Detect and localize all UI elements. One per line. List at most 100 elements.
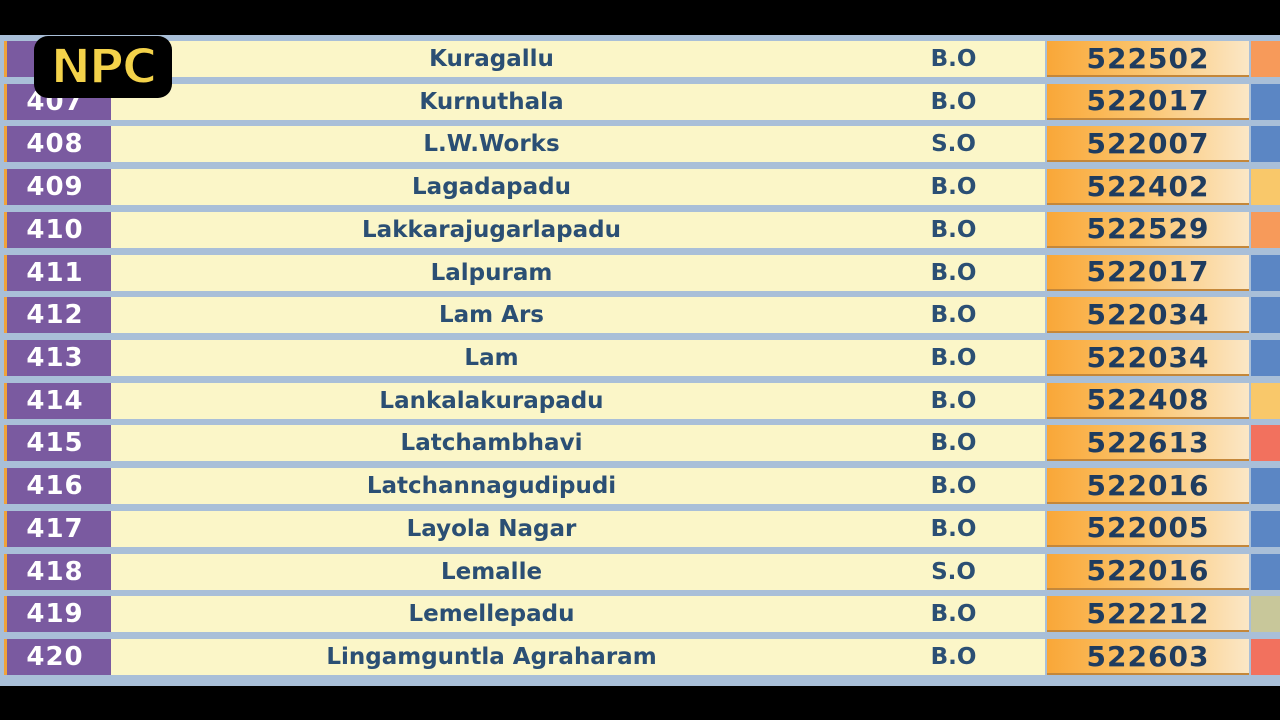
office-name-cell: Kurnuthala <box>111 83 872 120</box>
office-name-cell: Latchambhavi <box>111 425 872 462</box>
row-lead-marker <box>4 169 7 206</box>
office-name-cell: Lingamguntla Agraharam <box>111 639 872 676</box>
serial-number-cell: 414 <box>7 382 111 419</box>
serial-number-cell: 408 <box>7 126 111 163</box>
office-type-cell: B.O <box>872 211 1045 248</box>
office-name-cell: Lam <box>111 340 872 377</box>
row-lead-marker <box>4 639 7 676</box>
office-type-cell: B.O <box>872 596 1045 633</box>
table-row: 417 Layola Nagar B.O 522005 <box>0 510 1280 547</box>
office-name-cell: Lakkarajugarlapadu <box>111 211 872 248</box>
pincode-cell: 522017 <box>1047 254 1249 291</box>
table-row: 412 Lam Ars B.O 522034 <box>0 297 1280 334</box>
logo-text: NPC <box>50 38 159 96</box>
npc-logo: NPC <box>34 36 172 98</box>
row-accent-strip <box>1251 211 1280 248</box>
office-name-cell: Lam Ars <box>111 297 872 334</box>
row-lead-marker <box>4 83 7 120</box>
serial-number-cell: 419 <box>7 596 111 633</box>
pincode-cell: 522034 <box>1047 297 1249 334</box>
office-type-cell: B.O <box>872 254 1045 291</box>
pincode-cell: 522613 <box>1047 425 1249 462</box>
office-type-cell: B.O <box>872 468 1045 505</box>
office-type-cell: B.O <box>872 382 1045 419</box>
table-row: 416 Latchannagudipudi B.O 522016 <box>0 468 1280 505</box>
office-type-cell: B.O <box>872 510 1045 547</box>
table-row: 407 Kurnuthala B.O 522017 <box>0 83 1280 120</box>
row-accent-strip <box>1251 425 1280 462</box>
row-accent-strip <box>1251 553 1280 590</box>
row-accent-strip <box>1251 382 1280 419</box>
office-name-cell: Lemalle <box>111 553 872 590</box>
office-name-cell: Lalpuram <box>111 254 872 291</box>
pincode-cell: 522529 <box>1047 211 1249 248</box>
row-lead-marker <box>4 211 7 248</box>
office-type-cell: B.O <box>872 340 1045 377</box>
pincode-cell: 522402 <box>1047 169 1249 206</box>
serial-number-cell: 412 <box>7 297 111 334</box>
table-row: 409 Lagadapadu B.O 522402 <box>0 169 1280 206</box>
row-lead-marker <box>4 382 7 419</box>
office-name-cell: Layola Nagar <box>111 510 872 547</box>
table-row: 420 Lingamguntla Agraharam B.O 522603 <box>0 639 1280 676</box>
row-accent-strip <box>1251 254 1280 291</box>
office-name-cell: Lagadapadu <box>111 169 872 206</box>
row-lead-marker <box>4 468 7 505</box>
serial-number-cell: 409 <box>7 169 111 206</box>
serial-number-cell: 415 <box>7 425 111 462</box>
row-lead-marker <box>4 510 7 547</box>
pincode-cell: 522005 <box>1047 510 1249 547</box>
office-type-cell: B.O <box>872 639 1045 676</box>
table-row: Kuragallu B.O 522502 <box>0 41 1280 77</box>
pincode-cell: 522034 <box>1047 340 1249 377</box>
serial-number-cell: 411 <box>7 254 111 291</box>
row-lead-marker <box>4 126 7 163</box>
pincode-cell: 522408 <box>1047 382 1249 419</box>
serial-number-cell: 410 <box>7 211 111 248</box>
serial-number-cell: 417 <box>7 510 111 547</box>
row-lead-marker <box>4 297 7 334</box>
table-row: 419 Lemellepadu B.O 522212 <box>0 596 1280 633</box>
office-type-cell: B.O <box>872 425 1045 462</box>
office-type-cell: B.O <box>872 169 1045 206</box>
office-type-cell: S.O <box>872 126 1045 163</box>
pincode-cell: 522016 <box>1047 468 1249 505</box>
pincode-cell: 522017 <box>1047 83 1249 120</box>
pincode-cell: 522007 <box>1047 126 1249 163</box>
row-accent-strip <box>1251 639 1280 676</box>
post-office-table: Kuragallu B.O 522502 407 Kurnuthala B.O 522017… <box>0 35 1280 686</box>
row-accent-strip <box>1251 83 1280 120</box>
row-accent-strip <box>1251 41 1280 77</box>
table-row: 411 Lalpuram B.O 522017 <box>0 254 1280 291</box>
row-lead-marker <box>4 254 7 291</box>
table-row: 415 Latchambhavi B.O 522613 <box>0 425 1280 462</box>
table-row: 413 Lam B.O 522034 <box>0 340 1280 377</box>
row-lead-marker <box>4 553 7 590</box>
pincode-cell: 522212 <box>1047 596 1249 633</box>
row-accent-strip <box>1251 468 1280 505</box>
serial-number-cell: 416 <box>7 468 111 505</box>
office-name-cell: Lankalakurapadu <box>111 382 872 419</box>
row-accent-strip <box>1251 297 1280 334</box>
office-type-cell: B.O <box>872 41 1045 77</box>
table-row: 414 Lankalakurapadu B.O 522408 <box>0 382 1280 419</box>
office-name-cell: Latchannagudipudi <box>111 468 872 505</box>
row-lead-marker <box>4 596 7 633</box>
office-name-cell: Kuragallu <box>111 41 872 77</box>
row-accent-strip <box>1251 126 1280 163</box>
row-lead-marker <box>4 425 7 462</box>
office-name-cell: L.W.Works <box>111 126 872 163</box>
office-type-cell: B.O <box>872 297 1045 334</box>
table-row: 408 L.W.Works S.O 522007 <box>0 126 1280 163</box>
table-rows: Kuragallu B.O 522502 407 Kurnuthala B.O 522017… <box>0 41 1280 682</box>
office-name-cell: Lemellepadu <box>111 596 872 633</box>
pincode-cell: 522016 <box>1047 553 1249 590</box>
table-row: 410 Lakkarajugarlapadu B.O 522529 <box>0 211 1280 248</box>
row-accent-strip <box>1251 340 1280 377</box>
row-accent-strip <box>1251 596 1280 633</box>
serial-number-cell: 420 <box>7 639 111 676</box>
table-row: 418 Lemalle S.O 522016 <box>0 553 1280 590</box>
serial-number-cell: 418 <box>7 553 111 590</box>
office-type-cell: B.O <box>872 83 1045 120</box>
row-lead-marker <box>4 340 7 377</box>
